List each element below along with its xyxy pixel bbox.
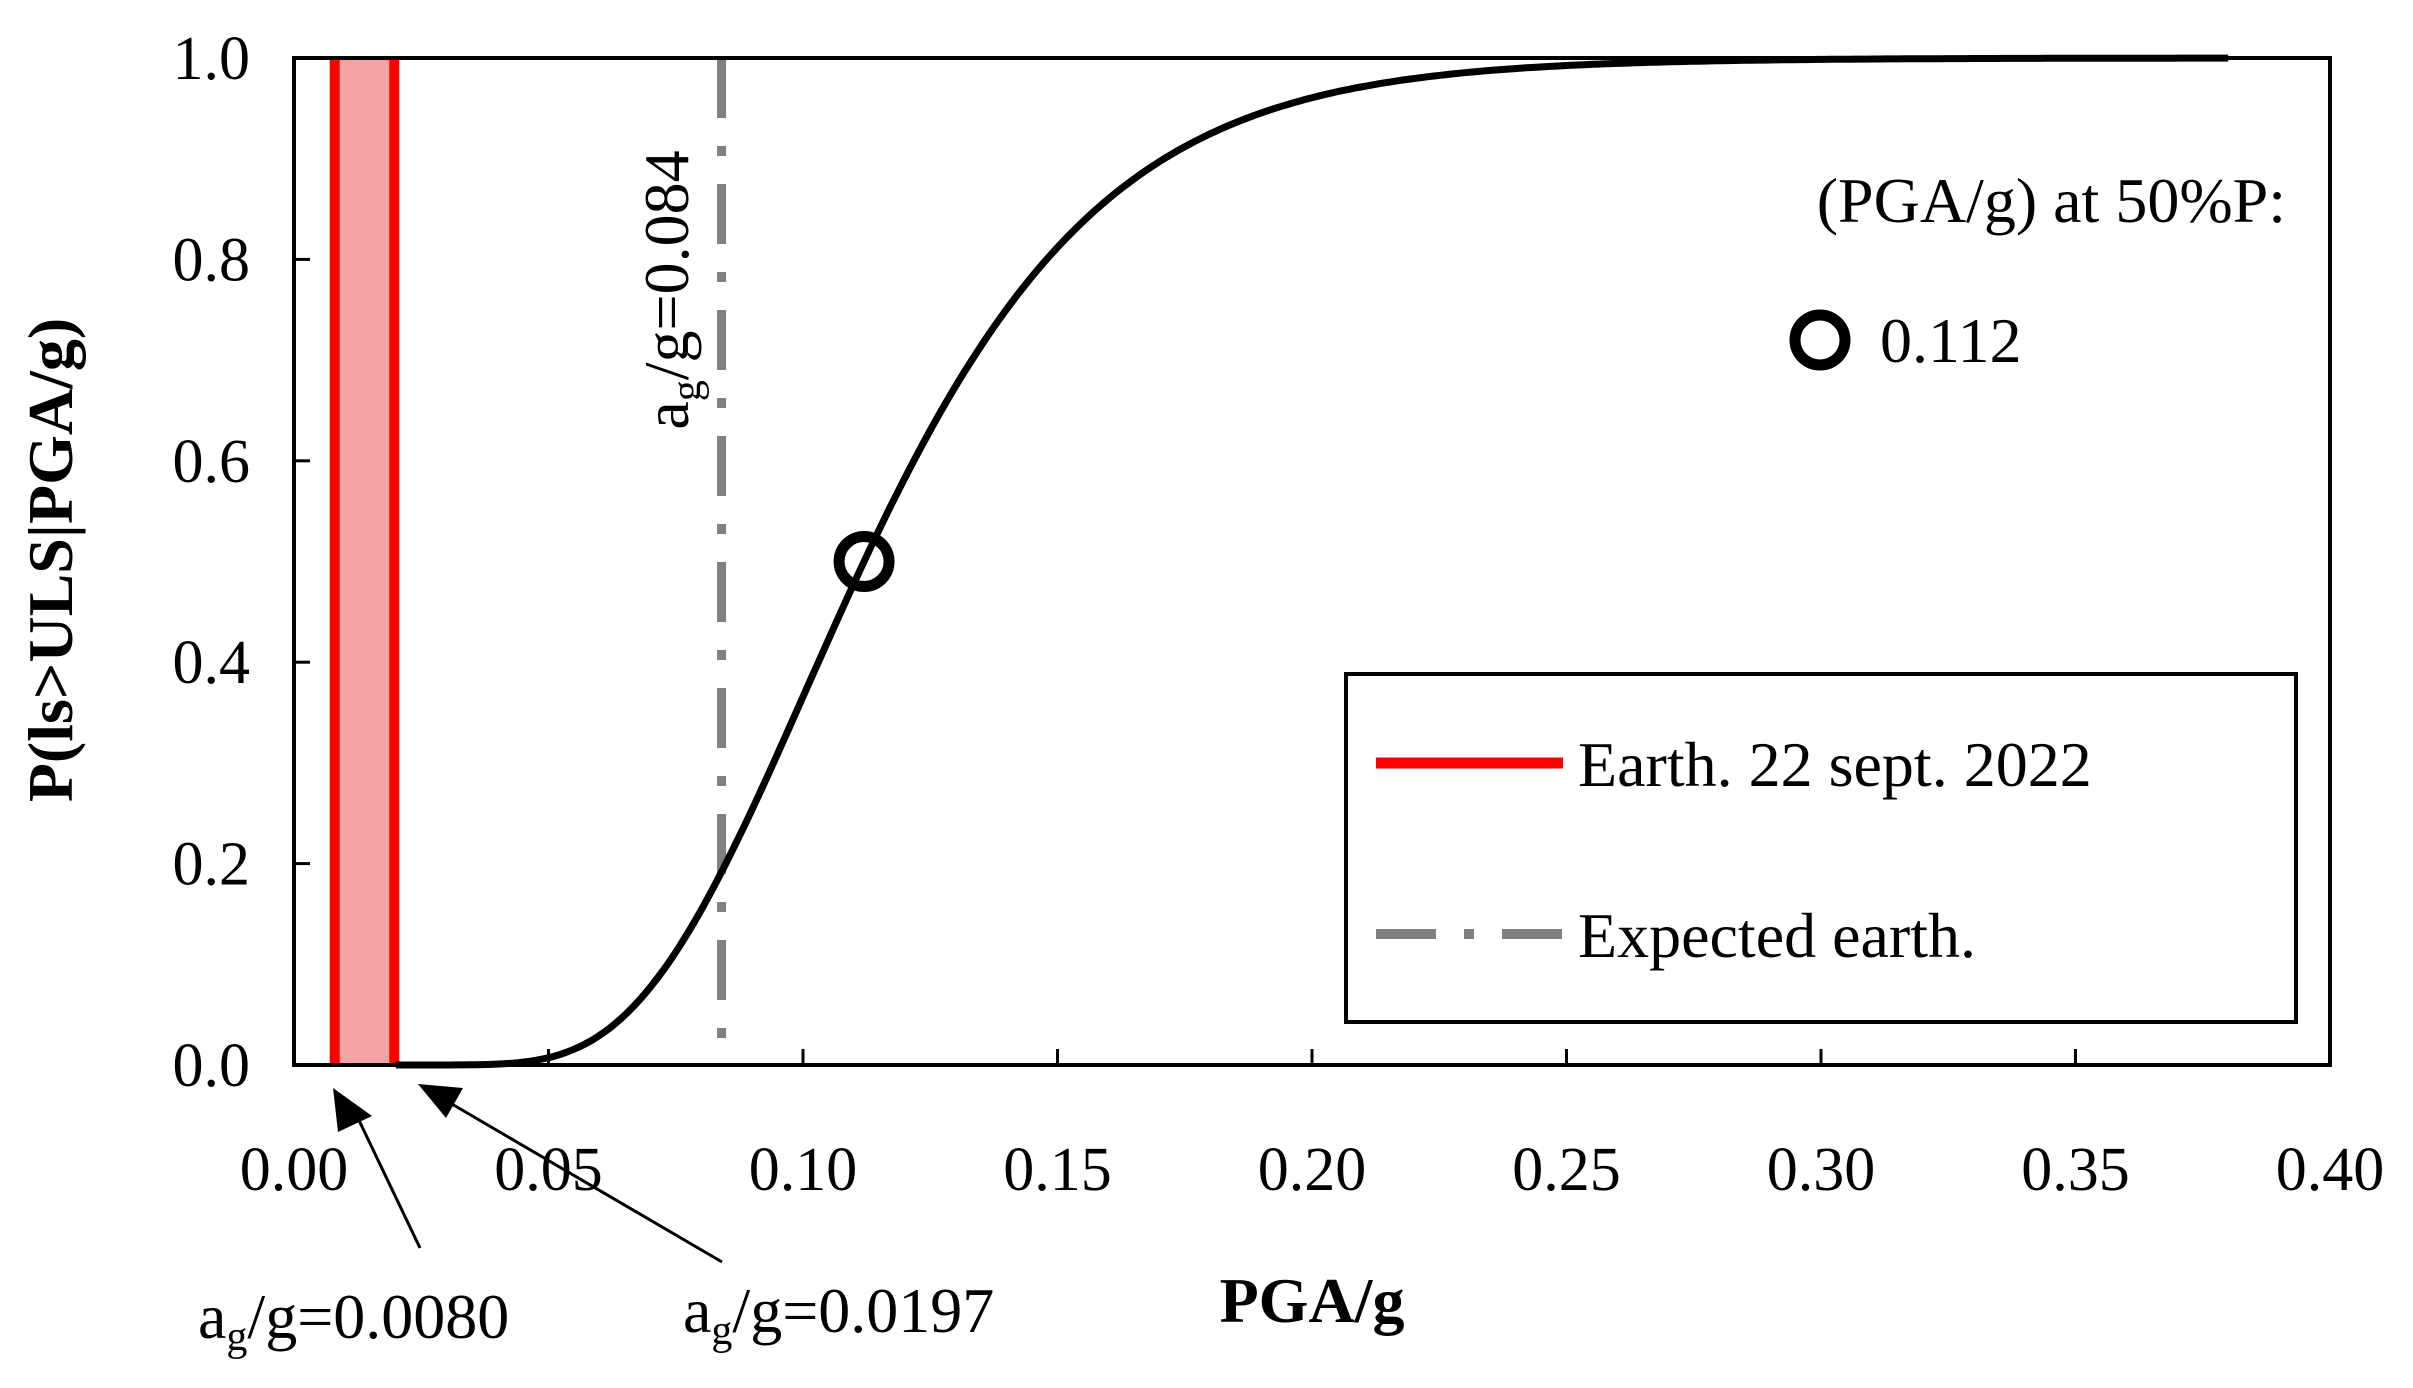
median-point-marker: [833, 531, 895, 592]
band-low-label: ag/g=0.0080: [198, 1281, 509, 1360]
x-tick-label: 0.15: [1003, 1136, 1112, 1204]
y-axis-ticks: 0.0 0.2 0.4 0.6 0.8 1.0: [173, 25, 310, 1100]
y-axis-title: P(ls>ULS|PGA/g): [15, 318, 86, 802]
y-tick-label: 0.2: [173, 831, 251, 899]
y-tick-label: 0.0: [173, 1032, 251, 1100]
x-tick-label: 0.05: [494, 1136, 603, 1204]
legend: Earth. 22 sept. 2022 Expected earth.: [1344, 672, 2298, 1024]
x-tick-label: 0.30: [1767, 1136, 1876, 1204]
x-tick-label: 0.35: [2021, 1136, 2130, 1204]
x-tick-label: 0.20: [1258, 1136, 1367, 1204]
median-annotation-marker: [1789, 309, 1851, 371]
band-low-arrow: [333, 1088, 422, 1249]
x-tick-label: 0.25: [1512, 1136, 1621, 1204]
band-high-label: ag/g=0.0197: [683, 1275, 994, 1354]
x-tick-label: 0.10: [749, 1136, 858, 1204]
x-axis-title: PGA/g: [1220, 1265, 1405, 1336]
x-tick-label: 0.40: [2276, 1136, 2385, 1204]
x-axis-ticks: 0.00 0.05 0.10 0.15 0.20 0.25 0.30 0.35 0.40: [240, 1049, 2385, 1204]
y-tick-label: 0.4: [173, 629, 251, 697]
y-tick-label: 1.0: [173, 25, 251, 93]
y-tick-label: 0.8: [173, 226, 251, 294]
median-annotation-title: (PGA/g) at 50%P:: [1817, 165, 2286, 236]
legend-label-expected: Expected earth.: [1578, 900, 1976, 971]
y-tick-label: 0.6: [173, 428, 251, 496]
legend-label-event: Earth. 22 sept. 2022: [1578, 729, 2092, 800]
expected-value-label: ag/g=0.084: [631, 150, 710, 429]
band-high-arrow: [418, 1084, 723, 1264]
legend-box: [1344, 672, 2298, 1024]
event-band-fill: [334, 58, 395, 1065]
x-tick-label: 0.00: [240, 1136, 349, 1204]
median-annotation-value: 0.112: [1880, 305, 2022, 376]
